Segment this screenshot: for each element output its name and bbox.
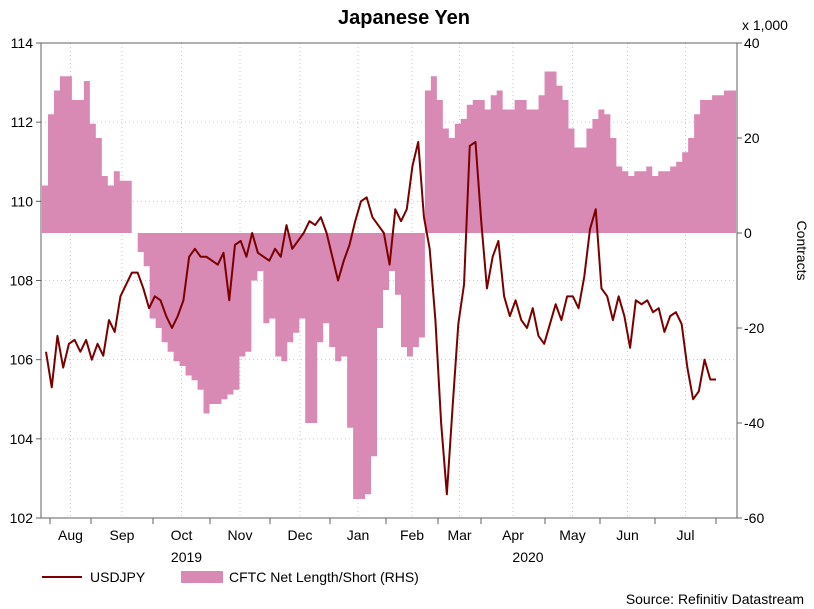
legend-label-usdjpy: USDJPY bbox=[90, 569, 146, 585]
x-tick-label: Sep bbox=[110, 527, 135, 543]
x-tick-label: Jan bbox=[347, 527, 370, 543]
cftc-area-series bbox=[42, 71, 736, 499]
right-axis-ticks: -60 -40 -20 0 20 40 bbox=[737, 35, 764, 526]
year-label: 2019 bbox=[171, 549, 202, 565]
x-tick-label: May bbox=[559, 527, 585, 543]
x-tick-label: Oct bbox=[171, 527, 193, 543]
right-tick-label: -20 bbox=[744, 320, 764, 336]
right-axis-unit-label: x 1,000 bbox=[742, 17, 788, 33]
left-axis-ticks: 102 104 106 108 110 112 114 bbox=[10, 35, 41, 526]
right-tick-label: 40 bbox=[744, 35, 760, 51]
legend-area-swatch bbox=[181, 571, 223, 583]
x-tick-label: Jun bbox=[616, 527, 639, 543]
right-tick-label: -60 bbox=[744, 510, 764, 526]
right-axis-label: Contracts bbox=[794, 221, 810, 281]
right-tick-label: 20 bbox=[744, 130, 760, 146]
right-tick-label: 0 bbox=[744, 225, 752, 241]
legend-label-cftc: CFTC Net Length/Short (RHS) bbox=[229, 569, 419, 585]
left-tick-label: 102 bbox=[10, 510, 34, 526]
cftc-area bbox=[42, 71, 736, 499]
usdjpy-line bbox=[45, 140, 716, 496]
left-tick-label: 112 bbox=[11, 114, 34, 130]
right-tick-label: -40 bbox=[744, 415, 764, 431]
x-axis-ticks: Aug Sep Oct Nov Dec Jan Feb Mar Apr May Jun Jul 2019… bbox=[49, 518, 717, 565]
x-tick-label: Dec bbox=[288, 527, 313, 543]
chart-title: Japanese Yen bbox=[338, 7, 470, 29]
x-tick-label: Jul bbox=[677, 527, 695, 543]
legend: USDJPY CFTC Net Length/Short (RHS) bbox=[42, 569, 419, 585]
x-tick-label: Mar bbox=[447, 527, 471, 543]
left-tick-label: 106 bbox=[10, 352, 34, 368]
left-tick-label: 104 bbox=[10, 431, 34, 447]
x-tick-label: Feb bbox=[400, 527, 424, 543]
x-tick-label: Nov bbox=[228, 527, 253, 543]
left-tick-label: 108 bbox=[10, 273, 34, 289]
year-label: 2020 bbox=[512, 549, 543, 565]
usdjpy-line-series bbox=[45, 140, 716, 496]
left-tick-label: 110 bbox=[11, 193, 34, 209]
source-note: Source: Refinitiv Datastream bbox=[626, 591, 804, 607]
left-tick-label: 114 bbox=[11, 35, 34, 51]
x-tick-label: Aug bbox=[58, 527, 83, 543]
x-tick-label: Apr bbox=[502, 527, 524, 543]
